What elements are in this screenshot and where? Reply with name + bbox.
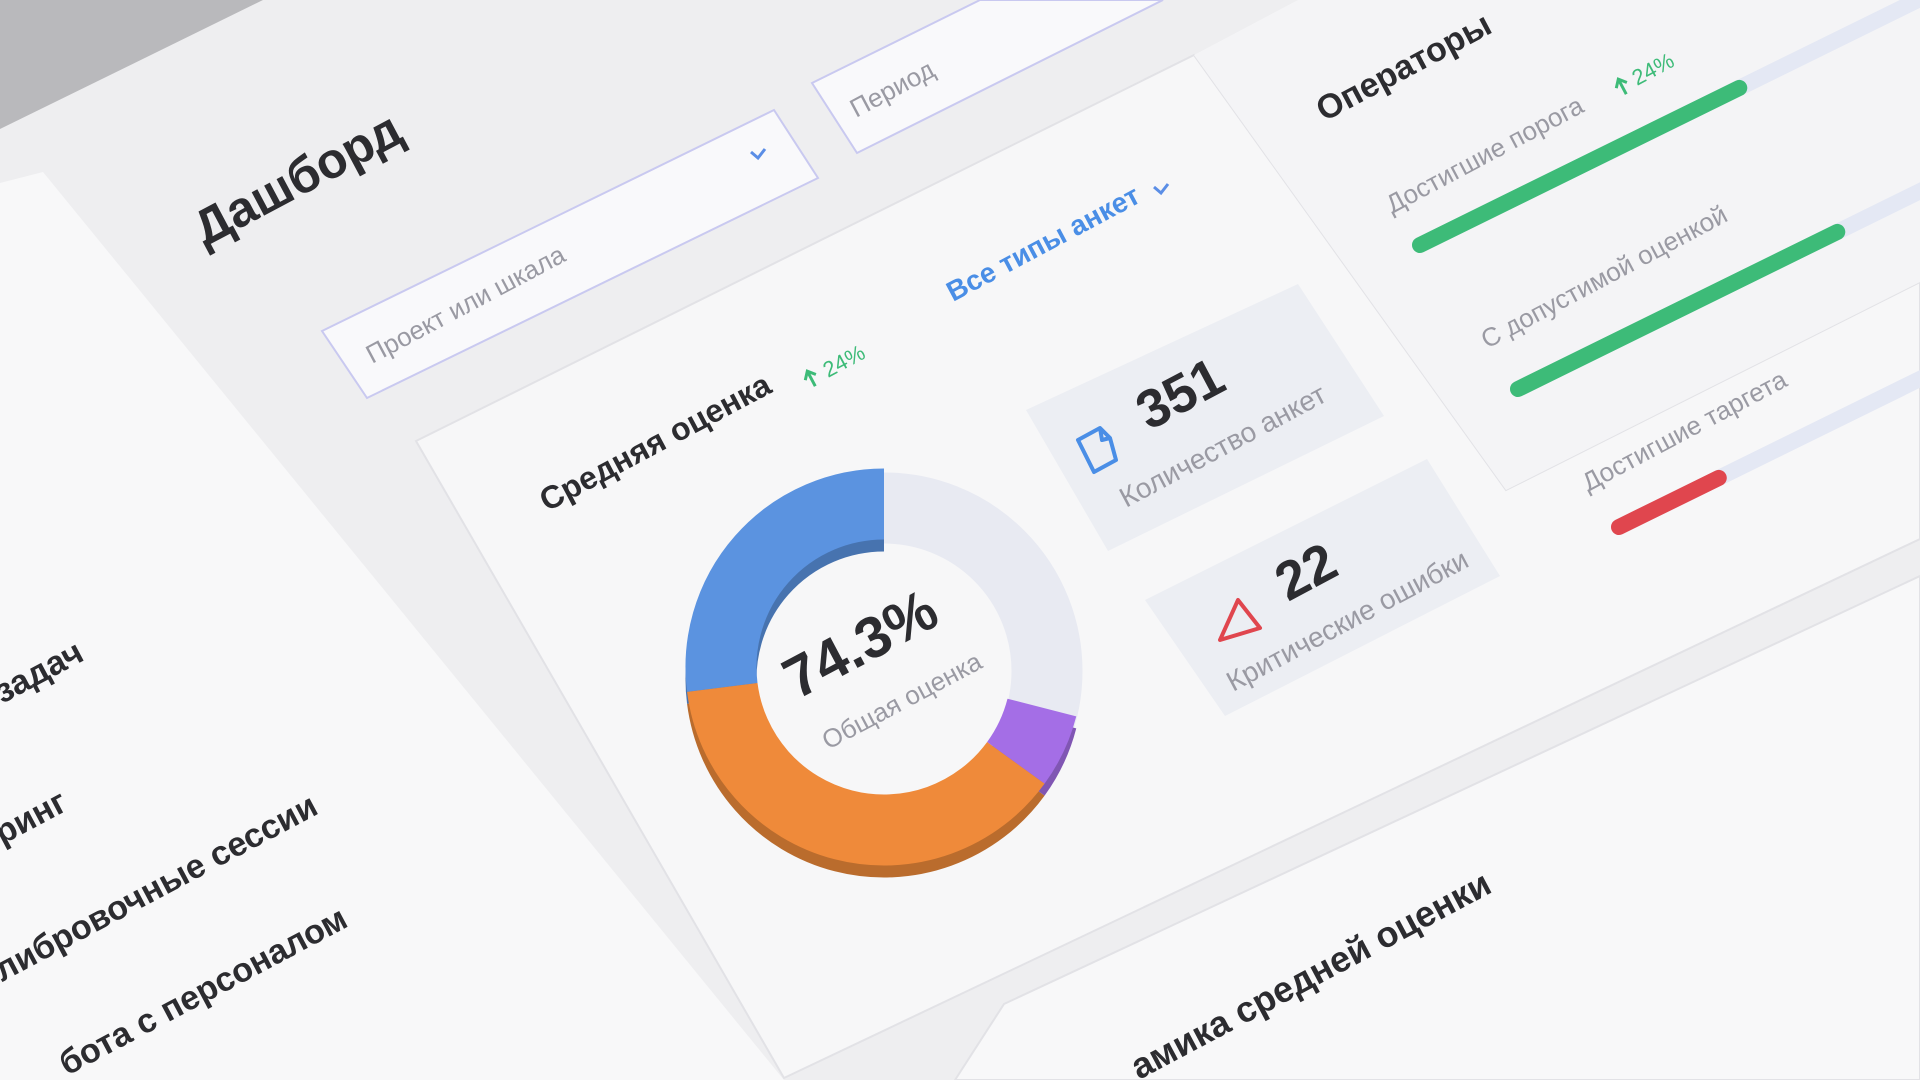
chevron xyxy=(1153,183,1170,196)
project-dropdown[interactable] xyxy=(320,108,820,400)
up-arrow xyxy=(803,369,817,387)
page-title: Дашборд xyxy=(184,100,411,256)
sidebar xyxy=(0,172,784,1080)
up-arrow xyxy=(1614,77,1628,95)
stat-card xyxy=(1026,284,1384,551)
period-input[interactable] xyxy=(810,0,1164,155)
bar-fill xyxy=(1611,469,1727,535)
bottom-card xyxy=(953,574,1920,1080)
stat-card xyxy=(1145,459,1500,716)
chevron xyxy=(750,148,767,161)
bar-fill xyxy=(1510,223,1846,397)
bars xyxy=(1412,0,1920,535)
donut-segment xyxy=(986,697,1077,784)
donut-segment xyxy=(687,682,1045,866)
donut xyxy=(685,468,1083,878)
donut-segment xyxy=(685,468,885,692)
document-icon xyxy=(1076,426,1118,474)
operators-panel xyxy=(1194,0,1920,490)
bar-fill xyxy=(1412,79,1748,253)
warning-icon xyxy=(1218,598,1262,642)
backdrop xyxy=(0,0,263,129)
